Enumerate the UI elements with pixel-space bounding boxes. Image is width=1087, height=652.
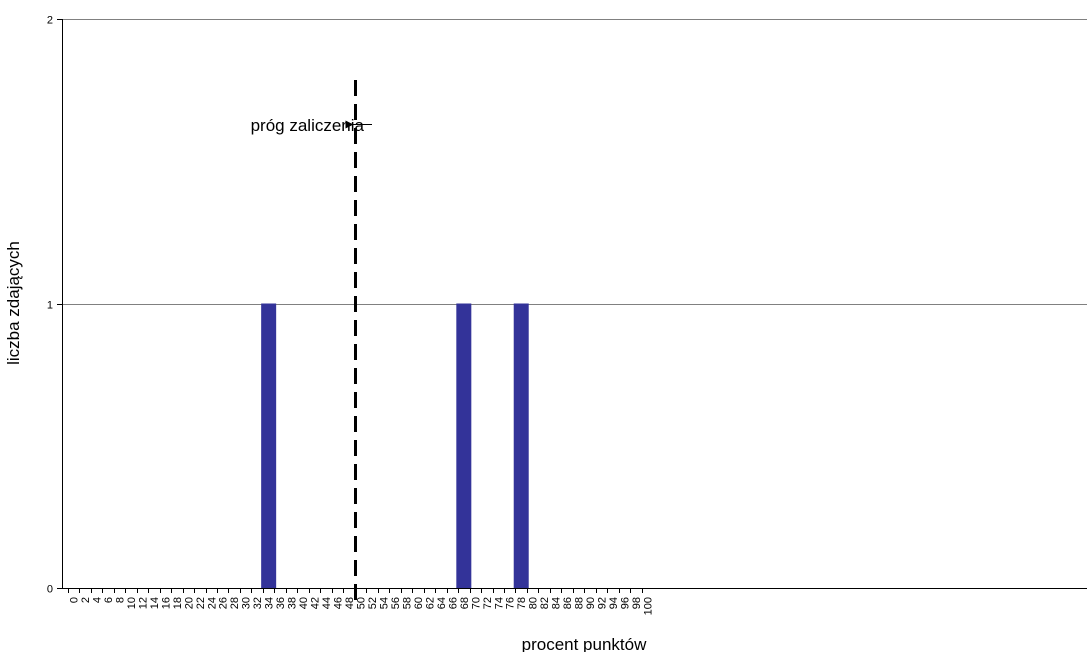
x-tick-label: 36 [275, 597, 287, 609]
x-tick-label: 52 [367, 597, 379, 609]
y-axis-title: liczba zdających [4, 241, 23, 365]
x-tick-label: 24 [206, 597, 218, 609]
x-tick-label: 34 [264, 597, 276, 609]
x-tick-label: 64 [436, 597, 448, 609]
x-tick-label: 68 [459, 597, 471, 609]
threshold-label: próg zaliczenia [251, 116, 365, 135]
x-tick-label: 30 [241, 597, 253, 609]
x-tick-label: 66 [447, 597, 459, 609]
x-tick-label: 62 [424, 597, 436, 609]
x-tick-label: 6 [103, 597, 115, 603]
y-tick-label: 1 [47, 300, 53, 312]
x-tick-label: 44 [321, 597, 333, 609]
x-tick-label: 60 [413, 597, 425, 609]
x-tick-label: 32 [252, 597, 264, 609]
x-tick-label: 54 [378, 597, 390, 609]
x-ticks: 0 2 4 6 8 10 12 14 16 18 20 22 24 26 28 30 32 34 36 38 40 42 4… [68, 588, 655, 615]
x-tick-label: 18 [172, 597, 184, 609]
x-tick-label: 70 [470, 597, 482, 609]
x-tick-label: 26 [218, 597, 230, 609]
x-tick-label: 16 [160, 597, 172, 609]
x-tick-label: 42 [310, 597, 322, 609]
x-tick-label: 92 [597, 597, 609, 609]
y-ticks: 0 1 2 [47, 15, 62, 596]
x-tick-label: 72 [482, 597, 494, 609]
x-tick-label: 86 [562, 597, 574, 609]
x-tick-label: 46 [333, 597, 345, 609]
x-tick-label: 74 [493, 597, 505, 609]
y-tick-label: 0 [47, 584, 53, 596]
x-tick-label: 84 [551, 597, 563, 609]
y-tick-label: 2 [47, 15, 53, 27]
bar-68 [456, 303, 472, 588]
x-axis-title: procent punktów [522, 635, 647, 652]
x-tick-label: 98 [631, 597, 643, 609]
x-tick-label: 48 [344, 597, 356, 609]
x-tick-label: 56 [390, 597, 402, 609]
x-tick-label: 20 [183, 597, 195, 609]
x-tick-label: 88 [574, 597, 586, 609]
x-tick-label: 96 [620, 597, 632, 609]
x-tick-label: 0 [69, 597, 81, 603]
threshold-arrowhead [345, 120, 354, 129]
x-tick-label: 82 [539, 597, 551, 609]
x-tick-label: 4 [91, 597, 103, 603]
x-tick-label: 12 [137, 597, 149, 609]
bars [261, 303, 529, 588]
x-tick-label: 78 [516, 597, 528, 609]
x-tick-label: 22 [195, 597, 207, 609]
x-tick-label: 8 [114, 597, 126, 603]
bar-78 [513, 303, 529, 588]
bar-34 [261, 303, 277, 588]
x-tick-label: 40 [298, 597, 310, 609]
x-tick-label: 38 [287, 597, 299, 609]
x-tick-label: 50 [356, 597, 368, 609]
x-tick-label: 2 [80, 597, 92, 603]
x-tick-label: 28 [229, 597, 241, 609]
x-tick-label: 14 [149, 597, 161, 609]
x-tick-label: 100 [643, 597, 655, 615]
x-tick-label: 76 [505, 597, 517, 609]
x-tick-label: 90 [585, 597, 597, 609]
gridlines [62, 19, 1087, 305]
x-tick-label: 10 [126, 597, 138, 609]
x-tick-label: 94 [608, 597, 620, 609]
x-tick-label: 80 [528, 597, 540, 609]
x-tick-label: 58 [401, 597, 413, 609]
